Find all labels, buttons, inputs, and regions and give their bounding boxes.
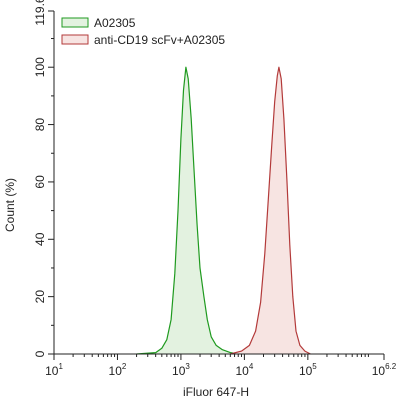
y-tick-label: 80: [33, 118, 47, 132]
y-tick-label: 100: [33, 57, 47, 77]
series-1-line: [136, 66, 239, 355]
x-tick-label: 101: [45, 362, 63, 378]
y-tick-label: 119.6: [33, 0, 47, 26]
series-2-area: [230, 67, 311, 354]
y-tick-label: 0: [33, 350, 47, 357]
legend-label-1: A02305: [94, 16, 136, 30]
x-tick-label: 102: [109, 362, 127, 378]
ticks-layer: 0 20 40 60 80 100 119.6 101 102 103 104 105 106.2: [33, 0, 397, 378]
series-layer: [136, 66, 311, 355]
legend-label-2: anti-CD19 scFv+A02305: [94, 33, 225, 47]
y-tick-label: 20: [33, 290, 47, 304]
y-axis-label: Count (%): [3, 178, 17, 232]
legend-swatch-1: [61, 17, 89, 28]
y-tick-label: 40: [33, 232, 47, 246]
legend: A02305 anti-CD19 scFv+A02305: [61, 16, 225, 47]
series-1-area: [136, 67, 239, 354]
y-tick-label: 60: [33, 175, 47, 189]
x-axis-label: iFluor 647-H: [183, 385, 249, 399]
legend-swatch-2: [61, 34, 89, 45]
x-tick-label: 103: [172, 362, 190, 378]
x-tick-label: 105: [299, 362, 317, 378]
series-2-line: [230, 66, 311, 355]
x-tick-label: 106.2: [372, 362, 397, 378]
x-tick-label: 104: [235, 362, 253, 378]
axes-layer: [53, 11, 384, 355]
